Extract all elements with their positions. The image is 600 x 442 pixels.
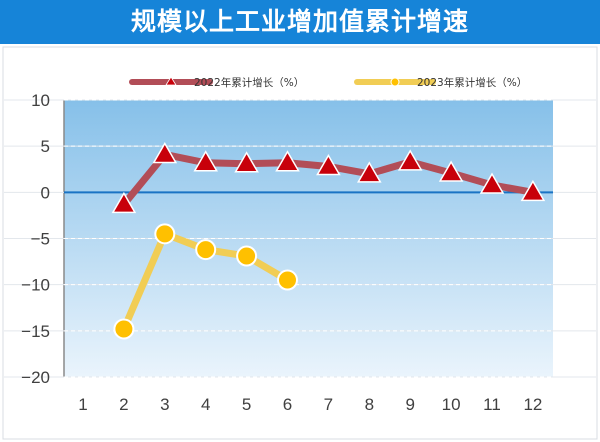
legend-label-1: 2022年累计增长（%） (194, 76, 304, 89)
triangle-marker (234, 151, 259, 173)
chart-border (2, 46, 598, 440)
x-tick-label: 12 (523, 395, 542, 414)
page-title: 规模以上工业增加值累计增速 (0, 0, 600, 44)
triangle-marker (356, 161, 382, 183)
triangle-marker (152, 141, 178, 164)
y-tick-label: −15 (21, 322, 50, 341)
circle-marker (277, 269, 298, 291)
y-tick-label: −20 (21, 368, 50, 387)
triangle-marker (316, 153, 341, 176)
circle-marker (195, 239, 217, 261)
x-tick-label: 2 (119, 395, 128, 414)
y-tick-label: −10 (21, 276, 50, 295)
y-tick-label: −5 (31, 230, 50, 249)
x-tick-label: 5 (242, 395, 251, 414)
legend-marker (165, 76, 177, 86)
legend-marker (390, 77, 400, 87)
circle-marker (113, 318, 135, 340)
x-tick-label: 11 (483, 395, 501, 414)
y-tick-label: 10 (31, 91, 50, 110)
x-tick-label: 10 (442, 395, 461, 414)
x-tick-label: 1 (78, 395, 87, 414)
triangle-marker (275, 150, 300, 172)
x-tick-label: 9 (405, 395, 414, 414)
circle-marker (154, 223, 176, 245)
triangle-marker (520, 179, 546, 202)
circle-marker (236, 245, 258, 267)
x-tick-label: 6 (283, 395, 292, 414)
x-tick-label: 7 (324, 395, 333, 414)
x-tick-label: 4 (201, 395, 210, 414)
y-tick-label: 0 (41, 183, 50, 202)
triangle-marker (479, 172, 505, 194)
legend-label-2: 2023年累计增长（%） (417, 76, 527, 89)
y-tick-label: 5 (41, 137, 50, 156)
triangle-marker (397, 149, 423, 171)
triangle-marker (111, 191, 137, 214)
x-tick-label: 8 (365, 395, 374, 414)
triangle-marker (193, 150, 219, 172)
x-tick-label: 3 (160, 395, 169, 414)
triangle-marker (438, 160, 464, 182)
